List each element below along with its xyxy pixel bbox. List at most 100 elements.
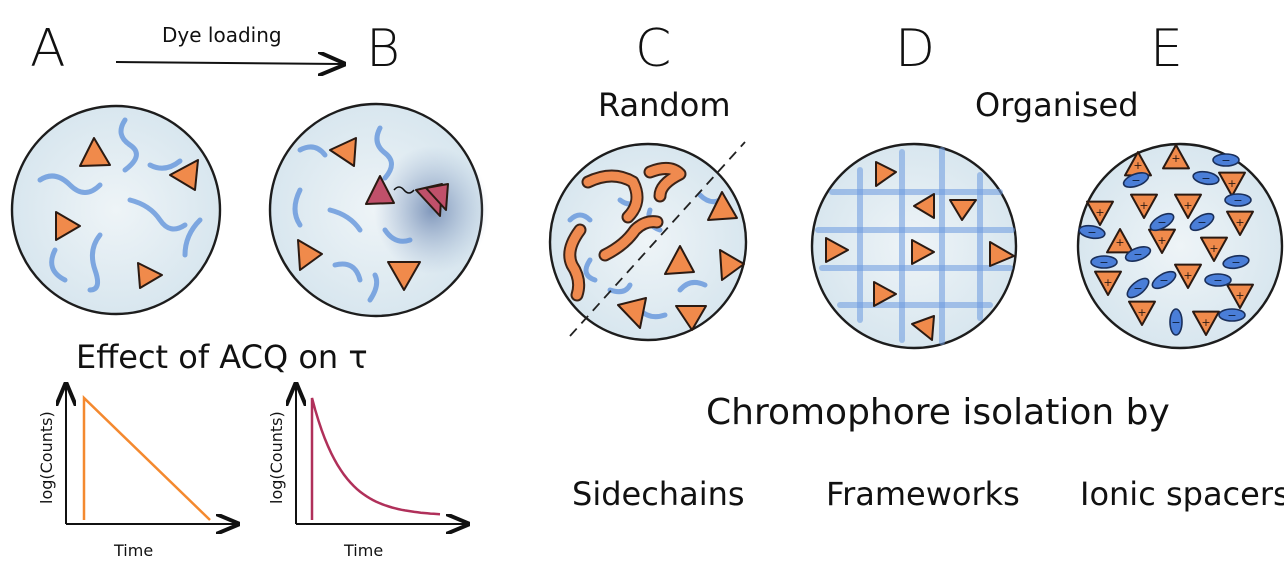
cation-sign: + — [1235, 289, 1244, 302]
cation-sign: + — [1209, 242, 1218, 255]
panel-label-d: D — [895, 19, 935, 79]
cation-dye — [1148, 228, 1176, 254]
anion-sign: − — [1087, 226, 1096, 239]
method-frameworks: Frameworks — [826, 475, 1020, 513]
cation-sign: + — [1157, 234, 1166, 247]
dye-triangle — [911, 315, 935, 341]
cation-sign: + — [1183, 269, 1192, 282]
anion-spacer — [1124, 246, 1152, 262]
cation-dye — [1130, 193, 1158, 219]
cation-sign: + — [1103, 276, 1112, 289]
dish-e: +++++ +++ +++++++−− −−− −−−−−− −−−− — [1076, 142, 1284, 350]
organised-label: Organised — [975, 86, 1139, 124]
dish-d — [810, 142, 1018, 350]
cation-sign: + — [1235, 216, 1244, 229]
anion-spacer — [1218, 308, 1246, 322]
cation-sign: + — [1139, 199, 1148, 212]
anion-spacer — [1204, 273, 1232, 287]
cation-dye — [1226, 210, 1254, 236]
anion-sign: − — [1159, 274, 1168, 287]
isolation-title: Chromophore isolation by — [706, 392, 1170, 433]
dye-triangle — [297, 239, 323, 271]
anion-sign: − — [1157, 216, 1166, 229]
dye-triangle — [617, 297, 647, 329]
dish-a — [10, 104, 222, 316]
dye-triangle — [55, 211, 81, 241]
dye-triangle — [79, 137, 111, 167]
dye-triangle — [707, 191, 738, 221]
dish-b — [268, 102, 490, 318]
dye-triangle — [989, 241, 1015, 267]
plot1-xlabel: Time — [113, 541, 153, 560]
cation-dye — [1174, 193, 1202, 219]
cation-sign: + — [1137, 306, 1146, 319]
dye-triangle — [675, 305, 707, 331]
energy-transfer-squiggle — [393, 186, 415, 194]
anion-sign: − — [1133, 282, 1142, 295]
dye-triangle — [387, 261, 421, 291]
dye-triangle — [911, 239, 935, 265]
decay-plot-linear: log(Counts) Time — [37, 386, 236, 560]
anion-spacer — [1078, 224, 1106, 240]
dye-triangle — [949, 199, 977, 221]
anion-sign: − — [1201, 172, 1210, 185]
dye-loading-arrow — [115, 62, 342, 64]
cation-dye — [1192, 310, 1220, 336]
random-label: Random — [598, 86, 730, 124]
dye-loading-label: Dye loading — [162, 23, 282, 47]
plot2-ylabel: log(Counts) — [267, 411, 286, 504]
panel-label-c: C — [635, 19, 671, 79]
cation-sign: + — [1201, 316, 1210, 329]
anion-spacer — [1224, 193, 1252, 207]
anion-sign: − — [1227, 309, 1236, 322]
dye-triangle — [664, 245, 695, 275]
cation-dye — [1200, 236, 1228, 262]
anion-spacer — [1149, 212, 1175, 232]
plot2-xlabel: Time — [343, 541, 383, 560]
anion-sign: − — [1231, 256, 1240, 269]
cation-dye — [1128, 300, 1156, 326]
dye-triangle — [719, 249, 745, 281]
anion-spacer — [1212, 153, 1240, 167]
anion-sign: − — [1171, 316, 1180, 329]
dashed-divider — [569, 141, 746, 337]
dye-triangle — [329, 137, 357, 167]
anion-spacer — [1222, 254, 1250, 270]
anion-spacer — [1122, 172, 1150, 188]
cation-sign: + — [1171, 152, 1180, 165]
dye-triangle — [825, 237, 849, 263]
decay-plot-exponential: log(Counts) Time — [267, 386, 466, 560]
dye-triangle — [137, 262, 163, 289]
anion-spacer — [1169, 308, 1183, 336]
cation-sign: + — [1183, 199, 1192, 212]
cation-sign: + — [1095, 206, 1104, 219]
anion-spacer — [1192, 170, 1220, 186]
anion-sign: − — [1233, 194, 1242, 207]
anion-sign: − — [1221, 154, 1230, 167]
method-sidechains: Sidechains — [572, 475, 745, 513]
dye-triangle — [169, 159, 199, 191]
cation-dye — [1086, 200, 1114, 226]
cation-dye — [1226, 283, 1254, 309]
anion-sign: − — [1213, 274, 1222, 287]
dye-triangle — [913, 193, 935, 219]
cation-dye — [1106, 228, 1134, 254]
anion-spacer — [1126, 277, 1150, 299]
cation-dye — [1094, 270, 1122, 296]
acq-title: Effect of ACQ on τ — [76, 338, 368, 376]
cation-dye — [1162, 144, 1190, 170]
anion-spacer — [1189, 212, 1215, 232]
aggregated-dye — [365, 175, 395, 205]
anion-sign: − — [1197, 216, 1206, 229]
method-ionic-spacers: Ionic spacers — [1080, 475, 1284, 513]
cation-sign: + — [1115, 236, 1124, 249]
decay-curve-exponential — [310, 397, 441, 520]
anion-spacer — [1151, 270, 1177, 290]
anion-sign: − — [1131, 174, 1140, 187]
cation-dye — [1218, 171, 1246, 197]
panel-label-b: B — [366, 19, 400, 79]
cation-sign: + — [1133, 159, 1142, 172]
dish-c — [548, 141, 748, 342]
panel-label-a: A — [30, 19, 66, 79]
